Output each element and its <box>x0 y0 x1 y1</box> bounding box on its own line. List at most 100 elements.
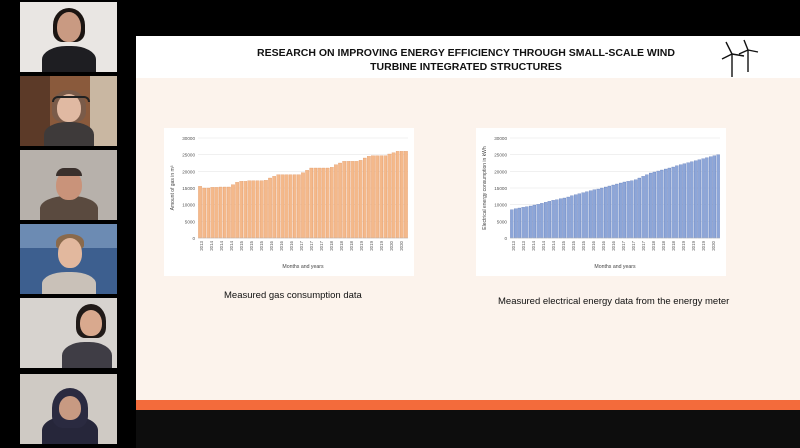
gas-x-tick-label: 2020 <box>389 240 394 250</box>
gas-bar <box>202 187 206 239</box>
electric-bar <box>649 172 653 239</box>
gas-bar <box>243 181 248 239</box>
electric-bar <box>679 164 683 239</box>
electric-bar <box>604 186 608 239</box>
gas-bar <box>371 155 375 239</box>
electric-bar <box>664 168 668 239</box>
gas-y-tick-label: 5000 <box>185 219 196 224</box>
participant-tile-4[interactable] <box>20 224 117 294</box>
electric-y-tick-label: 30000 <box>494 136 507 141</box>
participant-tile-2[interactable] <box>20 76 117 146</box>
gas-bar <box>268 177 272 239</box>
gas-bar <box>334 164 338 239</box>
gas-x-tick-label: 2016 <box>269 240 274 250</box>
gas-x-tick-label: 2020 <box>399 240 404 250</box>
electric-x-tick-label: 2018 <box>661 240 666 250</box>
electric-bar <box>532 204 536 239</box>
gas-y-tick-label: 10000 <box>182 203 195 208</box>
electric-bar <box>705 157 709 239</box>
electric-bar <box>697 159 701 239</box>
gas-bar <box>305 170 309 239</box>
gas-x-tick-label: 2014 <box>209 240 214 250</box>
electric-x-tick-label: 2017 <box>621 240 626 250</box>
gas-bar <box>231 184 235 239</box>
gas-bar <box>313 167 318 239</box>
gas-bar <box>288 174 293 239</box>
gas-bar <box>214 187 219 239</box>
electric-bar <box>559 198 563 239</box>
electric-bar <box>585 191 589 239</box>
electric-x-tick-label: 2015 <box>581 240 586 250</box>
gas-x-tick-label: 2014 <box>219 240 224 250</box>
electric-chart-caption: Measured electrical energy data from the… <box>498 296 730 307</box>
gas-x-tick-label: 2017 <box>319 240 324 250</box>
participant-tile-1[interactable] <box>20 2 117 72</box>
electric-x-tick-label: 2018 <box>671 240 676 250</box>
gas-x-tick-label: 2019 <box>359 240 364 250</box>
gas-bar <box>235 182 239 239</box>
electric-x-tick-label: 2014 <box>541 240 546 250</box>
gas-bar <box>247 180 252 239</box>
electric-x-tick-label: 2017 <box>641 240 646 250</box>
gas-x-axis-label: Months and years <box>282 264 324 270</box>
electric-bar <box>540 203 544 239</box>
electric-bar <box>675 165 679 239</box>
gas-bar <box>346 161 351 239</box>
gas-y-tick-label: 15000 <box>182 186 195 191</box>
shared-slide: RESEARCH ON IMPROVING ENERGY EFFICIENCY … <box>136 36 800 410</box>
gas-x-tick-label: 2013 <box>199 240 204 250</box>
electric-bar <box>652 171 656 239</box>
electric-bar <box>592 189 596 239</box>
gas-x-tick-label: 2015 <box>239 240 244 250</box>
electric-x-tick-label: 2014 <box>551 240 556 250</box>
gas-bar <box>375 155 379 239</box>
electric-bar <box>577 193 581 239</box>
gas-bar <box>395 151 400 239</box>
electric-bar <box>544 202 548 239</box>
electric-y-tick-label: 15000 <box>494 186 507 191</box>
gas-consumption-chart: 0 5000 10000 15000 20000 25000 30000 2013 2014 20… <box>170 136 408 270</box>
gas-bar <box>239 181 244 239</box>
electric-consumption-chart: 0 5000 10000 15000 20000 25000 30000 2013 2013 20… <box>482 136 720 270</box>
participant-tile-6[interactable] <box>20 374 117 444</box>
electric-bar <box>574 194 578 239</box>
electric-bar <box>510 209 514 239</box>
gas-bar <box>280 174 285 239</box>
gas-bar <box>227 186 231 239</box>
electric-bar <box>682 163 686 239</box>
gas-bar <box>255 180 260 239</box>
gas-bar <box>383 155 388 239</box>
electric-x-tick-label: 2019 <box>691 240 696 250</box>
electric-y-tick-label: 5000 <box>497 219 508 224</box>
electric-bar <box>570 195 574 239</box>
participant-tile-3[interactable] <box>20 150 117 220</box>
gas-bar <box>218 186 223 239</box>
gas-x-tick-label: 2019 <box>369 240 374 250</box>
electric-bar <box>634 179 638 239</box>
participant-tile-5[interactable] <box>20 298 117 368</box>
electric-bar <box>619 182 623 239</box>
gas-x-tick-label: 2017 <box>309 240 314 250</box>
electric-bar <box>551 200 555 239</box>
gas-x-tick-label: 2019 <box>379 240 384 250</box>
electric-bar <box>615 183 619 239</box>
electric-bar <box>637 177 641 239</box>
electric-chart-panel: 0 5000 10000 15000 20000 25000 30000 2013 2013 20… <box>476 128 726 276</box>
gas-x-tick-label: 2017 <box>299 240 304 250</box>
gas-bar <box>404 151 408 239</box>
wind-turbine-icon <box>721 39 759 77</box>
electric-x-tick-label: 2013 <box>511 240 516 250</box>
electric-bar <box>656 170 660 239</box>
electric-bar <box>566 196 570 239</box>
gas-bar <box>260 180 264 239</box>
electric-bar <box>555 199 559 239</box>
slide-accent-bar <box>136 400 800 410</box>
electric-bar <box>622 181 626 239</box>
gas-x-tick-label: 2018 <box>329 240 334 250</box>
gas-bar <box>276 174 281 239</box>
electric-bar <box>686 162 690 239</box>
electric-bar <box>547 201 551 239</box>
electric-x-tick-label: 2020 <box>711 240 716 250</box>
electric-bar <box>611 184 615 239</box>
gas-bar <box>198 186 202 239</box>
